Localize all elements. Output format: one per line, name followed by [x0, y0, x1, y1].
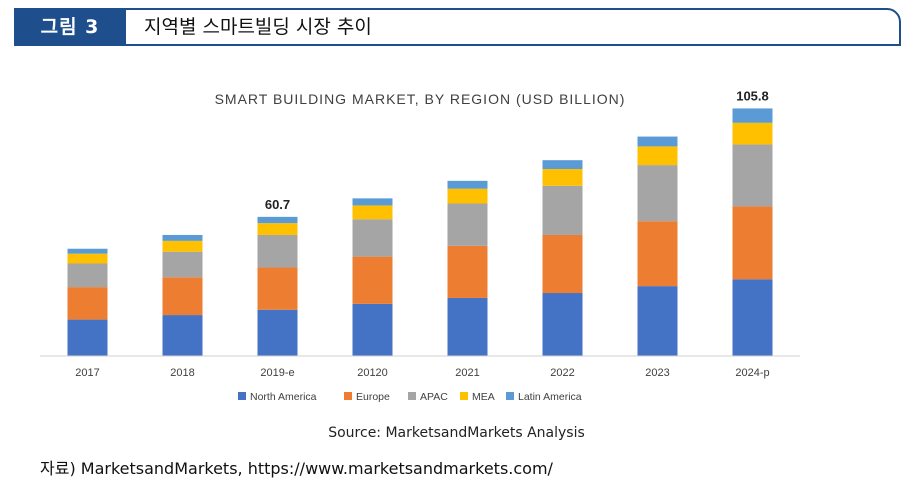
bar-segment-mea-2017 — [67, 253, 108, 264]
bar-segment-mea-20120 — [352, 205, 393, 220]
legend-swatch — [408, 392, 416, 400]
bar-segment-north-america-2017 — [67, 319, 108, 356]
bar-segment-apac-2017 — [67, 263, 108, 288]
bar-segment-mea-2021 — [447, 188, 488, 204]
bar-segment-mea-2018 — [162, 240, 203, 252]
bar-segment-mea-2023 — [637, 146, 678, 166]
x-tick-label: 20120 — [357, 367, 388, 379]
chart-container: SMART BUILDING MARKET, BY REGION (USD BI… — [0, 60, 913, 440]
legend-label: North America — [250, 391, 317, 403]
bar-segment-latin-america-2021 — [447, 180, 488, 189]
bar-segment-apac-2022 — [542, 185, 583, 235]
legend-label: Europe — [356, 391, 390, 403]
bar-segment-europe-2021 — [447, 245, 488, 298]
bar-segment-europe-2023 — [637, 221, 678, 287]
bar-segment-latin-america-20120 — [352, 198, 393, 206]
bars-group — [67, 108, 773, 356]
legend-label: MEA — [472, 391, 495, 403]
bar-segment-north-america-2023 — [637, 286, 678, 356]
legend-label: Latin America — [518, 391, 582, 403]
legend-label: APAC — [420, 391, 448, 403]
bar-segment-latin-america-2022 — [542, 160, 583, 170]
bar-segment-latin-america-2017 — [67, 248, 108, 254]
bar-segment-north-america-20120 — [352, 303, 393, 356]
figure-title: 지역별 스마트빌딩 시장 추이 — [144, 16, 372, 38]
bar-segment-apac-20120 — [352, 219, 393, 257]
bar-segment-north-america-2024-p — [732, 279, 773, 356]
data-label-total: 60.7 — [265, 197, 290, 212]
bar-segment-europe-2022 — [542, 234, 583, 294]
bar-segment-north-america-2019-e — [257, 309, 298, 356]
bar-segment-north-america-2018 — [162, 315, 203, 356]
bar-segment-europe-2017 — [67, 287, 108, 320]
bar-segment-mea-2022 — [542, 169, 583, 186]
bar-segment-latin-america-2018 — [162, 234, 203, 241]
data-label-total: 105.8 — [736, 88, 769, 103]
x-tick-label: 2017 — [75, 367, 99, 379]
legend-swatch — [506, 392, 514, 400]
bar-segment-europe-2024-p — [732, 206, 773, 280]
legend: North America Europe APAC MEA Latin America — [238, 391, 582, 403]
bar-segment-apac-2021 — [447, 203, 488, 246]
bar-segment-europe-2019-e — [257, 267, 298, 310]
bar-segment-europe-20120 — [352, 256, 393, 304]
legend-swatch — [460, 392, 468, 400]
stacked-bar-chart: SMART BUILDING MARKET, BY REGION (USD BI… — [40, 88, 800, 403]
figure-label: 그림 3 — [14, 8, 126, 46]
bar-segment-apac-2019-e — [257, 234, 298, 268]
bar-segment-apac-2024-p — [732, 144, 773, 207]
x-tick-label: 2018 — [170, 367, 194, 379]
bar-segment-latin-america-2024-p — [732, 108, 773, 123]
bar-segment-north-america-2022 — [542, 293, 583, 356]
bar-segment-mea-2024-p — [732, 122, 773, 145]
figure-header-frame — [14, 8, 901, 46]
x-tick-label: 2023 — [645, 367, 669, 379]
chart-title: SMART BUILDING MARKET, BY REGION (USD BI… — [215, 91, 626, 107]
bar-segment-europe-2018 — [162, 277, 203, 316]
bar-segment-north-america-2021 — [447, 297, 488, 356]
chart-source: Source: MarketsandMarkets Analysis — [328, 425, 585, 441]
legend-swatch — [238, 392, 246, 400]
bar-segment-latin-america-2023 — [637, 136, 678, 147]
bar-segment-apac-2018 — [162, 251, 203, 278]
data-annotations: 60.7 105.8 — [265, 88, 769, 211]
x-tick-label: 2024-p — [735, 367, 769, 379]
figure-header: 그림 3 지역별 스마트빌딩 시장 추이 — [14, 8, 901, 46]
legend-swatch — [344, 392, 352, 400]
bar-segment-mea-2019-e — [257, 223, 298, 235]
bar-segment-apac-2023 — [637, 165, 678, 222]
x-tick-label: 2021 — [455, 367, 479, 379]
bar-segment-latin-america-2019-e — [257, 216, 298, 224]
x-tick-label: 2019-e — [260, 367, 294, 379]
figure-footnote: 자료) MarketsandMarkets, https://www.marke… — [40, 459, 553, 478]
x-tick-label: 2022 — [550, 367, 574, 379]
x-tick-labels: 2017 2018 2019-e 20120 2021 2022 2023 2024-p — [75, 367, 769, 379]
